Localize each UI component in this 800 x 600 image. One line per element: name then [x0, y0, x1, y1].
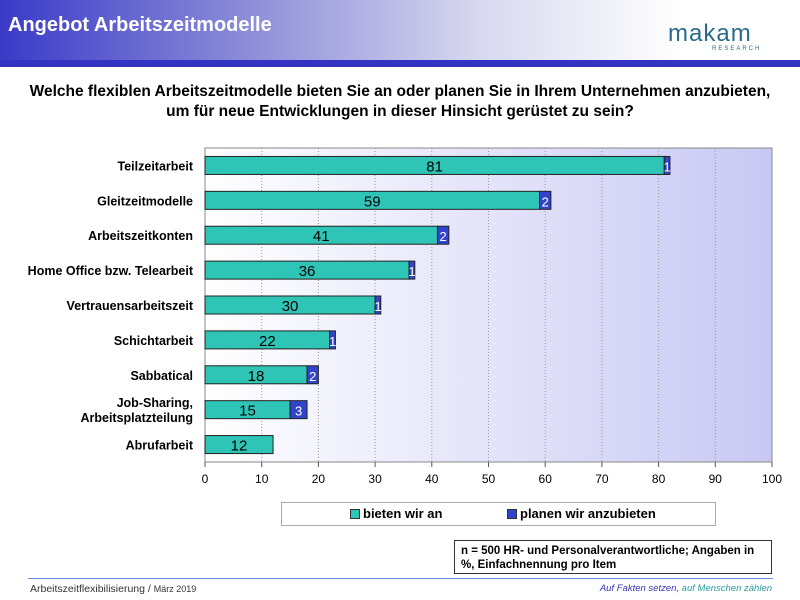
bar-segment	[204, 435, 274, 455]
data-label: 1	[663, 159, 670, 174]
legend: bieten wir an planen wir anzubieten	[281, 502, 716, 526]
x-tick-label: 80	[652, 472, 666, 486]
legend-label: bieten wir an	[363, 506, 443, 521]
footer-topic: Arbeitszeitflexibilisierung	[30, 583, 145, 595]
bar-segment	[329, 330, 336, 350]
category-label: Teilzeitarbeit	[118, 159, 194, 173]
legend-swatch	[507, 508, 517, 519]
legend-item: bieten wir an	[350, 506, 442, 521]
legend-swatch	[350, 508, 360, 519]
header-banner	[0, 0, 800, 60]
logo-sub: RESEARCH	[712, 46, 762, 52]
category-label: Abrufarbeit	[126, 439, 194, 453]
x-tick-label: 70	[595, 472, 609, 486]
data-label: 59	[364, 193, 381, 210]
footer-date: März 2019	[153, 584, 197, 594]
footer-left: Arbeitszeitflexibilisierung / März 2019	[30, 583, 196, 595]
bar-segment	[408, 260, 416, 280]
legend-label: planen wir anzubieten	[520, 506, 656, 521]
data-label: 1	[408, 264, 415, 279]
footer-divider	[28, 578, 773, 579]
page-title: Angebot Arbeitszeitmodelle	[8, 14, 272, 36]
slogan-a: Auf Fakten setzen,	[599, 583, 680, 594]
data-label: 81	[426, 158, 443, 175]
legend-item: planen wir anzubieten	[507, 506, 656, 521]
bar-segment	[436, 225, 450, 245]
data-label: 2	[440, 229, 447, 244]
data-label: 15	[239, 403, 256, 420]
category-label: Gleitzeitmodelle	[97, 194, 193, 208]
data-label: 41	[313, 228, 330, 245]
bar-segment	[306, 365, 319, 385]
header-bar	[0, 60, 800, 67]
data-label: 22	[259, 333, 276, 350]
category-label: Arbeitsplatzteilung	[80, 411, 193, 425]
data-label: 36	[299, 263, 316, 280]
x-tick-label: 60	[539, 472, 553, 486]
data-label: 1	[329, 334, 336, 349]
data-label: 1	[374, 299, 381, 314]
category-label: Sabbatical	[130, 369, 193, 383]
x-tick-label: 10	[255, 472, 269, 486]
bar-segment	[374, 295, 382, 315]
data-label: 2	[309, 369, 316, 384]
data-label: 18	[248, 368, 265, 385]
x-tick-label: 20	[312, 472, 326, 486]
slogan-b: auf Menschen zählen	[679, 583, 772, 594]
x-tick-label: 0	[202, 472, 209, 486]
data-label: 2	[542, 194, 549, 209]
bar-segment	[289, 400, 308, 420]
category-label: Schichtarbeit	[114, 334, 194, 348]
sample-note: n = 500 HR- und Personalverantwortliche;…	[454, 540, 772, 574]
category-label: Home Office bzw. Telearbeit	[28, 264, 194, 278]
data-label: 3	[295, 404, 302, 419]
bar-segment	[539, 190, 552, 210]
x-tick-label: 40	[425, 472, 439, 486]
category-label: Job-Sharing,	[117, 396, 193, 410]
footer-slogan: Auf Fakten setzen, auf Menschen zählen	[600, 583, 772, 594]
x-tick-label: 30	[368, 472, 382, 486]
logo: makam	[668, 20, 752, 47]
x-tick-label: 90	[709, 472, 723, 486]
data-label: 12	[231, 438, 248, 455]
x-tick-label: 50	[482, 472, 496, 486]
bar-segment	[663, 155, 671, 175]
category-label: Vertrauensarbeitszeit	[67, 299, 194, 313]
footer-sep: /	[144, 583, 154, 595]
data-label: 30	[282, 298, 299, 315]
x-tick-label: 100	[762, 472, 782, 486]
category-label: Arbeitszeitkonten	[88, 229, 193, 243]
chart-question: Welche flexiblen Arbeitszeitmodelle biet…	[29, 83, 771, 120]
